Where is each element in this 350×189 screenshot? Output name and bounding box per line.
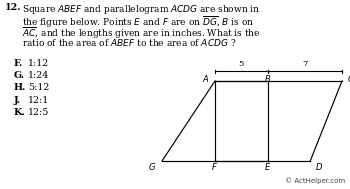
Text: H.: H. bbox=[14, 83, 26, 92]
Text: G.: G. bbox=[14, 71, 25, 80]
Text: 1:24: 1:24 bbox=[28, 71, 49, 80]
Text: $B$: $B$ bbox=[264, 73, 272, 84]
Text: K.: K. bbox=[14, 108, 26, 117]
Text: 1:12: 1:12 bbox=[28, 59, 49, 68]
Text: ratio of the area of $\it{ABEF}$ to the area of $\it{ACDG}$ ?: ratio of the area of $\it{ABEF}$ to the … bbox=[22, 37, 237, 49]
Text: 7: 7 bbox=[302, 60, 308, 68]
Text: $G$: $G$ bbox=[148, 161, 156, 173]
Text: © ActHelper.com: © ActHelper.com bbox=[285, 177, 345, 184]
Text: 5: 5 bbox=[239, 60, 244, 68]
Text: $C$: $C$ bbox=[347, 73, 350, 84]
Text: F.: F. bbox=[14, 59, 23, 68]
Text: the figure below. Points $\it{E}$ and $\it{F}$ are on $\overline{DG}$, $\it{B}$ : the figure below. Points $\it{E}$ and $\… bbox=[22, 15, 254, 30]
Text: J.: J. bbox=[14, 96, 21, 105]
Text: $\overline{AC}$, and the lengths given are in inches. What is the: $\overline{AC}$, and the lengths given a… bbox=[22, 26, 261, 41]
Text: 12:1: 12:1 bbox=[28, 96, 49, 105]
Text: $F$: $F$ bbox=[211, 161, 218, 173]
Text: Square $\it{ABEF}$ and parallelogram $\it{ACDG}$ are shown in: Square $\it{ABEF}$ and parallelogram $\i… bbox=[22, 3, 260, 16]
Text: $D$: $D$ bbox=[315, 161, 323, 173]
Text: 5:12: 5:12 bbox=[28, 83, 49, 92]
Text: 12.: 12. bbox=[5, 3, 22, 12]
Text: $E$: $E$ bbox=[264, 161, 272, 173]
Text: 12:5: 12:5 bbox=[28, 108, 49, 117]
Text: $A$: $A$ bbox=[202, 73, 210, 84]
